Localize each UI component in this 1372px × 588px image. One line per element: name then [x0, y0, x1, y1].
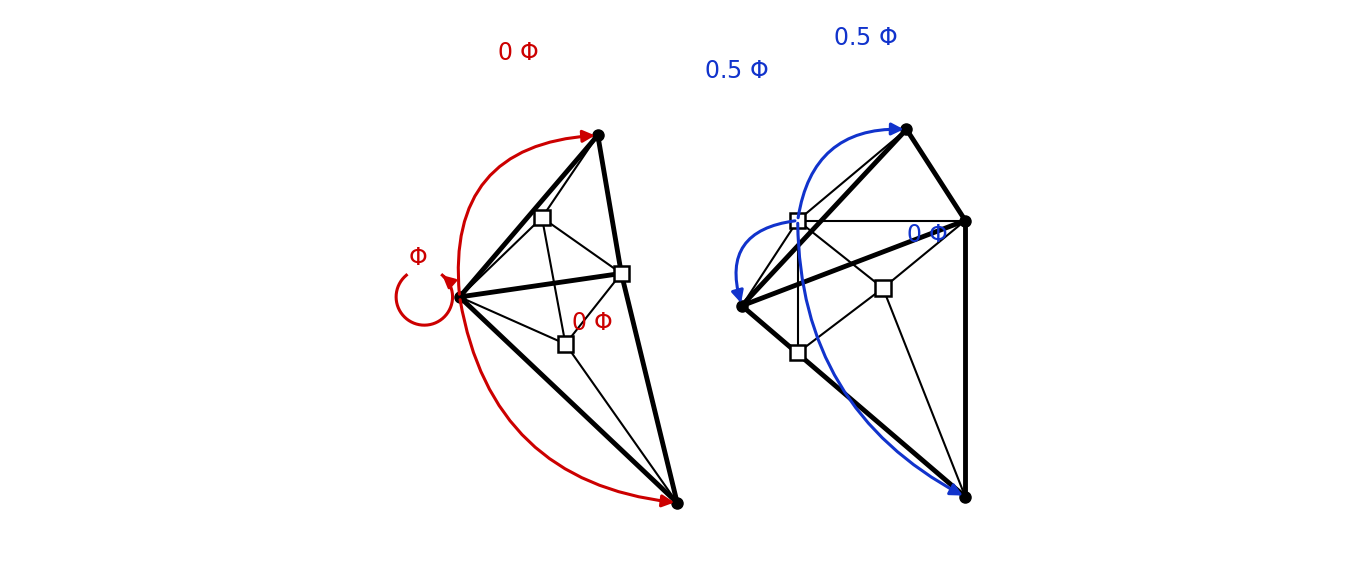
FancyArrowPatch shape — [797, 223, 960, 494]
FancyArrowPatch shape — [460, 300, 671, 506]
Text: $0.5\ \Phi$: $0.5\ \Phi$ — [704, 59, 768, 82]
Bar — [790, 213, 805, 228]
Text: $0.5\ \Phi$: $0.5\ \Phi$ — [833, 26, 897, 50]
Text: $\Phi$: $\Phi$ — [407, 246, 427, 270]
Bar — [790, 345, 805, 360]
Bar — [558, 336, 573, 352]
Text: $0\ \Phi$: $0\ \Phi$ — [906, 223, 948, 247]
FancyArrowPatch shape — [733, 221, 794, 300]
Bar — [534, 210, 550, 225]
FancyArrowPatch shape — [799, 124, 900, 218]
FancyArrowPatch shape — [458, 131, 591, 294]
Text: $0\ \Phi$: $0\ \Phi$ — [498, 41, 539, 65]
Bar — [875, 280, 890, 296]
Bar — [613, 266, 628, 281]
Text: $0\ \Phi$: $0\ \Phi$ — [571, 312, 613, 335]
